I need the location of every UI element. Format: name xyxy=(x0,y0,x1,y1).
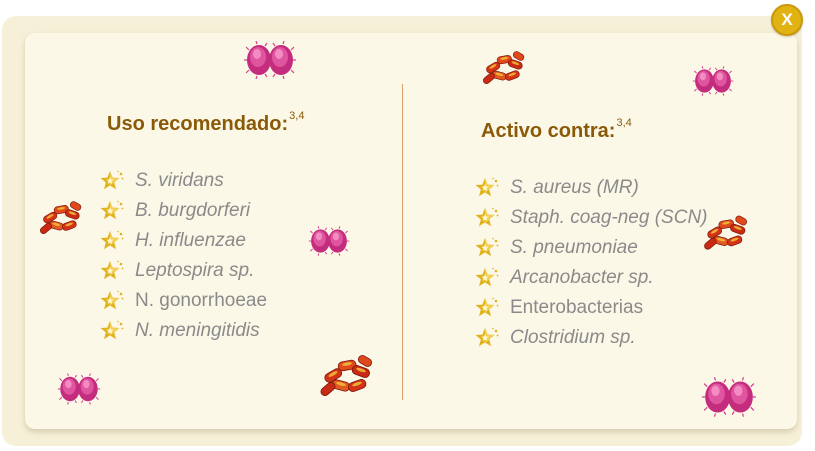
list-item-label: Arcanobacter sp. xyxy=(510,267,654,288)
star-icon xyxy=(100,290,124,312)
left-title-refs: 3,4 xyxy=(289,110,305,123)
diplococcus-icon xyxy=(308,226,350,256)
list-item-label: S. viridans xyxy=(135,170,224,191)
list-item: Staph. coag-neg (SCN) xyxy=(475,203,708,233)
list-item-label: Clostridium sp. xyxy=(510,327,636,348)
star-icon xyxy=(475,177,499,199)
star-icon xyxy=(475,267,499,289)
close-button[interactable]: X xyxy=(771,4,803,36)
right-title-text: Activo contra: xyxy=(481,120,616,142)
list-item: Enterobacterias xyxy=(475,293,708,323)
star-icon xyxy=(100,170,124,192)
info-card xyxy=(25,33,797,429)
list-item-label: Enterobacterias xyxy=(510,297,644,318)
diplococcus-icon xyxy=(243,41,297,79)
list-item: Arcanobacter sp. xyxy=(475,263,708,293)
list-item: H. influenzae xyxy=(100,226,267,256)
left-column-title: Uso recomendado:3,4 xyxy=(107,110,305,136)
bacillus-cluster-icon xyxy=(702,210,752,256)
list-item-label: S. aureus (MR) xyxy=(510,177,639,198)
recommended-use-list: S. viridans B. burgdorferi H. influenzae Le… xyxy=(100,166,267,346)
star-icon xyxy=(475,207,499,229)
list-item-label: Staph. coag-neg (SCN) xyxy=(510,207,708,228)
list-item: B. burgdorferi xyxy=(100,196,267,226)
list-item-label: Leptospira sp. xyxy=(135,260,255,281)
star-icon xyxy=(100,230,124,252)
list-item-label: H. influenzae xyxy=(135,230,246,251)
bacillus-cluster-icon xyxy=(481,46,529,90)
bacillus-cluster-icon xyxy=(318,349,378,403)
star-icon xyxy=(100,200,124,222)
list-item: Leptospira sp. xyxy=(100,256,267,286)
star-icon xyxy=(475,297,499,319)
star-icon xyxy=(100,260,124,282)
list-item-label: S. pneumoniae xyxy=(510,237,638,258)
list-item: N. meningitidis xyxy=(100,316,267,346)
diplococcus-icon xyxy=(57,373,101,405)
right-title-refs: 3,4 xyxy=(616,117,632,130)
list-item-label: N. meningitidis xyxy=(135,320,260,341)
list-item-label: B. burgdorferi xyxy=(135,200,251,221)
active-against-list: S. aureus (MR) Staph. coag-neg (SCN) S. pn… xyxy=(475,173,708,353)
diplococcus-icon xyxy=(692,66,734,96)
left-title-text: Uso recomendado: xyxy=(107,113,289,135)
star-icon xyxy=(475,327,499,349)
list-item: Clostridium sp. xyxy=(475,323,708,353)
list-item: N. gonorrhoeae xyxy=(100,286,267,316)
list-item: S. pneumoniae xyxy=(475,233,708,263)
column-divider xyxy=(402,84,403,400)
list-item: S. viridans xyxy=(100,166,267,196)
right-column-title: Activo contra:3,4 xyxy=(481,117,632,143)
list-item: S. aureus (MR) xyxy=(475,173,708,203)
diplococcus-icon xyxy=(701,377,757,417)
star-icon xyxy=(475,237,499,259)
bacillus-cluster-icon xyxy=(38,196,86,240)
star-icon xyxy=(100,320,124,342)
list-item-label: N. gonorrhoeae xyxy=(135,290,268,311)
